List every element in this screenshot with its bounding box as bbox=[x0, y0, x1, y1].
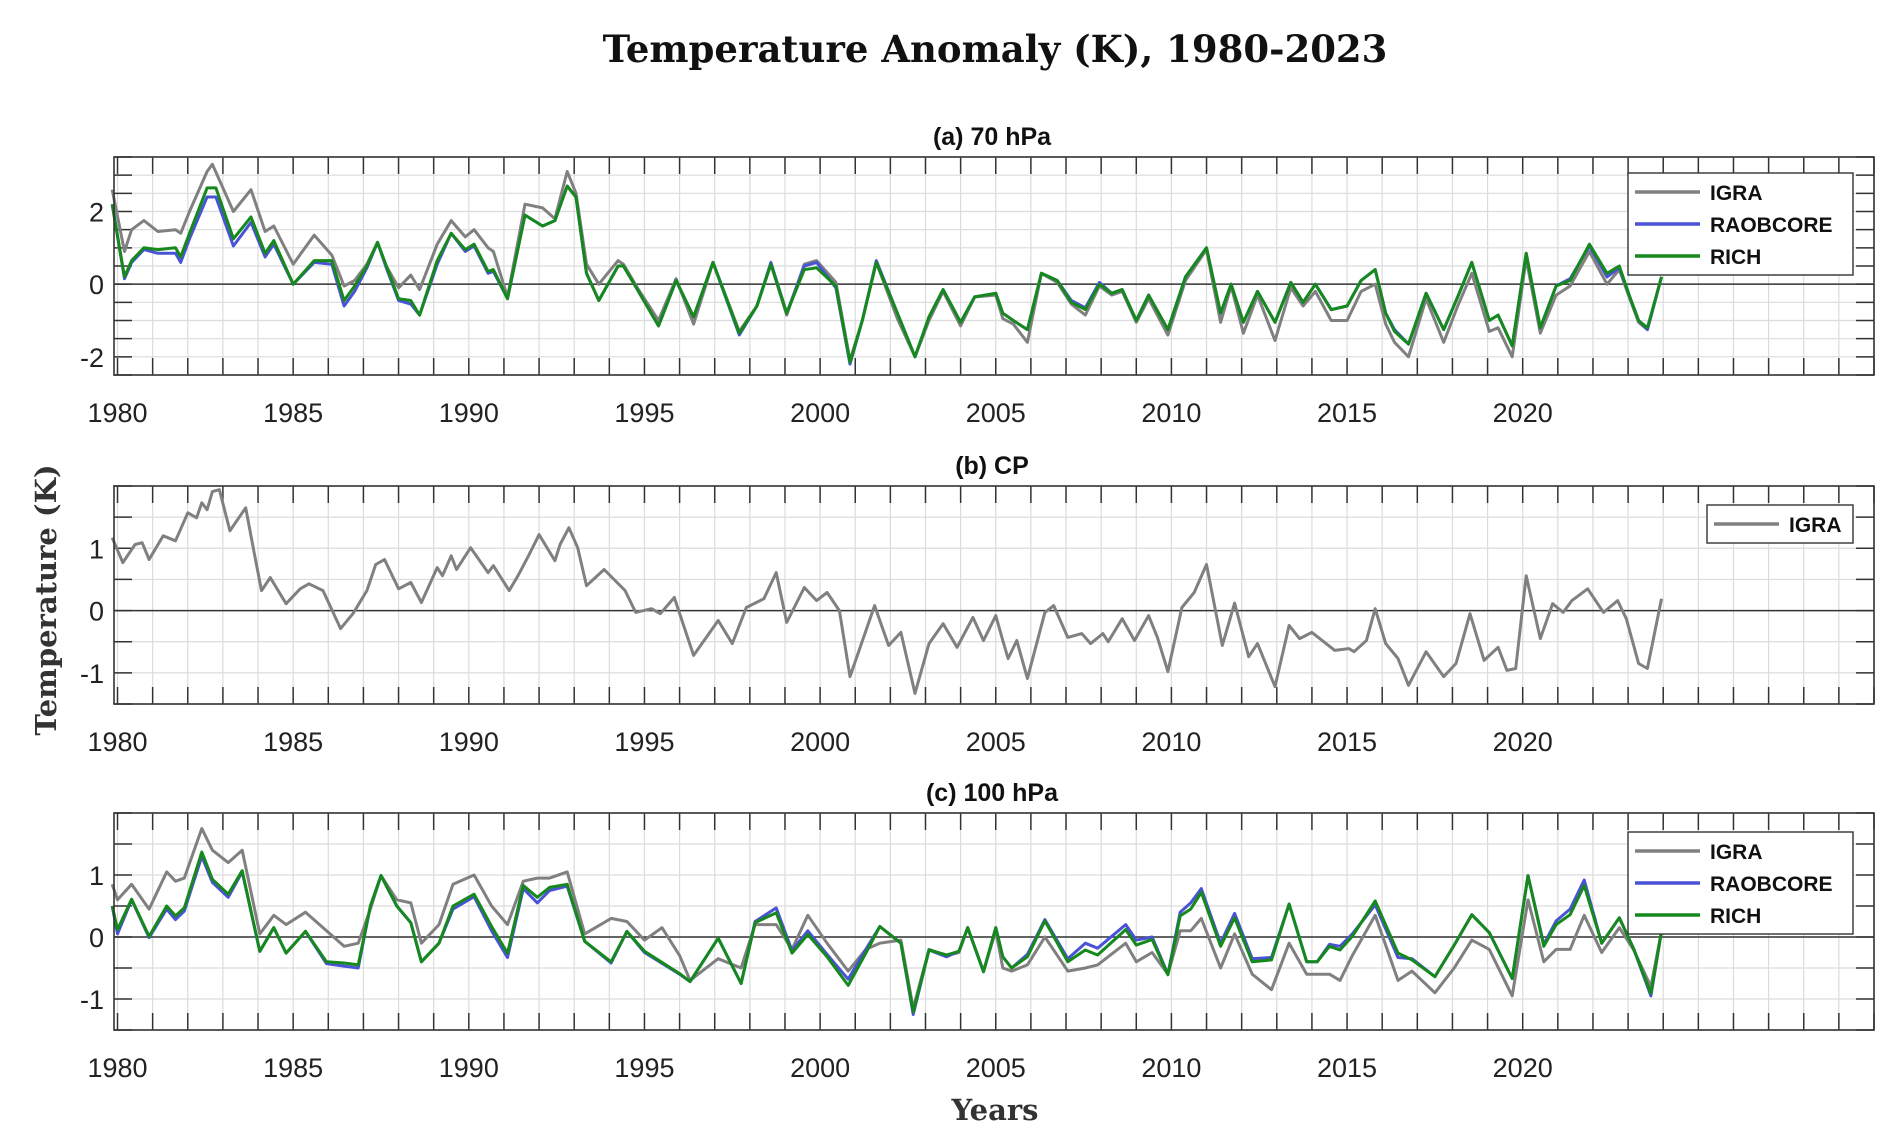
legend-label: RAOBCORE bbox=[1710, 214, 1833, 237]
x-tick-label: 1985 bbox=[263, 727, 323, 757]
legend-label: RICH bbox=[1710, 905, 1761, 928]
x-tick-label: 2020 bbox=[1493, 398, 1553, 428]
y-tick-label: 1 bbox=[89, 861, 104, 891]
x-tick-label: 2015 bbox=[1317, 1053, 1377, 1083]
panel-a: 1980 1985 1990 1995 2000 2005 2010 2015 2020 -2 0 2… bbox=[80, 123, 1875, 428]
legend: IGRA RAOBCORE RICH bbox=[1627, 172, 1854, 276]
axes-frame bbox=[113, 485, 1875, 705]
legend-label: RICH bbox=[1710, 246, 1761, 269]
x-tick-label: 1980 bbox=[87, 1053, 147, 1083]
panels: 1980 1985 1990 1995 2000 2005 2010 2015 2020-202… bbox=[80, 123, 1875, 1083]
x-tick-label: 2020 bbox=[1493, 727, 1553, 757]
y-tick-label: -1 bbox=[80, 659, 104, 689]
y-tick-label: 0 bbox=[89, 597, 104, 627]
figure-title: Temperature Anomaly (K), 1980-2023 bbox=[603, 27, 1388, 71]
y-tick-label: -2 bbox=[80, 343, 104, 373]
x-tick-label: 2005 bbox=[966, 727, 1026, 757]
x-tick-label: 2010 bbox=[1141, 398, 1201, 428]
panel-title: (c) 100 hPa bbox=[926, 779, 1059, 807]
series-line-igra bbox=[110, 488, 1663, 695]
x-tick-label: 1985 bbox=[263, 1053, 323, 1083]
series-line-rich bbox=[110, 850, 1663, 1014]
x-tick-label: 2000 bbox=[790, 1053, 850, 1083]
y-tick-label: 1 bbox=[89, 534, 104, 564]
x-tick-label: 1990 bbox=[439, 398, 499, 428]
legend: IGRA RAOBCORE RICH bbox=[1627, 831, 1854, 935]
panel-c: 1980 1985 1990 1995 2000 2005 2010 2015 2020 -1 0 1… bbox=[80, 779, 1875, 1083]
x-tick-label: 2015 bbox=[1317, 398, 1377, 428]
legend-label: IGRA bbox=[1710, 841, 1763, 864]
axes-frame bbox=[113, 156, 1875, 376]
x-tick-label: 2000 bbox=[790, 727, 850, 757]
x-tick-label: 1985 bbox=[263, 398, 323, 428]
x-tick-label: 1995 bbox=[614, 1053, 674, 1083]
panel-b: 1980 1985 1990 1995 2000 2005 2010 2015 2020 -1 0 1… bbox=[80, 452, 1875, 757]
plot-area bbox=[114, 813, 1874, 1030]
legend: IGRA bbox=[1706, 504, 1854, 544]
x-tick-label: 1990 bbox=[439, 727, 499, 757]
x-tick-label: 2010 bbox=[1141, 1053, 1201, 1083]
y-tick-label: -1 bbox=[80, 985, 104, 1015]
x-tick-label: 2005 bbox=[966, 398, 1026, 428]
y-tick-label: 2 bbox=[89, 198, 104, 228]
x-tick-label: 1980 bbox=[87, 727, 147, 757]
panel-title: (a) 70 hPa bbox=[933, 123, 1052, 151]
x-axis-label: Years bbox=[950, 1093, 1038, 1127]
y-tick-label: 0 bbox=[89, 923, 104, 953]
y-axis-label: Temperature (K) bbox=[29, 464, 63, 735]
y-tick-label: 0 bbox=[89, 270, 104, 300]
series-line-rich bbox=[110, 184, 1663, 364]
legend-label: IGRA bbox=[1710, 182, 1763, 205]
x-tick-label: 2005 bbox=[966, 1053, 1026, 1083]
x-tick-label: 2015 bbox=[1317, 727, 1377, 757]
legend-label: RAOBCORE bbox=[1710, 873, 1833, 896]
x-tick-label: 1980 bbox=[87, 398, 147, 428]
x-tick-label: 1995 bbox=[614, 398, 674, 428]
x-tick-label: 1995 bbox=[614, 727, 674, 757]
x-tick-label: 2010 bbox=[1141, 727, 1201, 757]
legend-label: IGRA bbox=[1789, 514, 1842, 537]
panel-title: (b) CP bbox=[955, 452, 1029, 480]
x-tick-label: 2020 bbox=[1493, 1053, 1553, 1083]
x-tick-label: 1990 bbox=[439, 1053, 499, 1083]
series-line-igra bbox=[110, 827, 1663, 1010]
plot-area bbox=[114, 486, 1874, 704]
x-tick-label: 2000 bbox=[790, 398, 850, 428]
axes-frame bbox=[113, 812, 1875, 1031]
